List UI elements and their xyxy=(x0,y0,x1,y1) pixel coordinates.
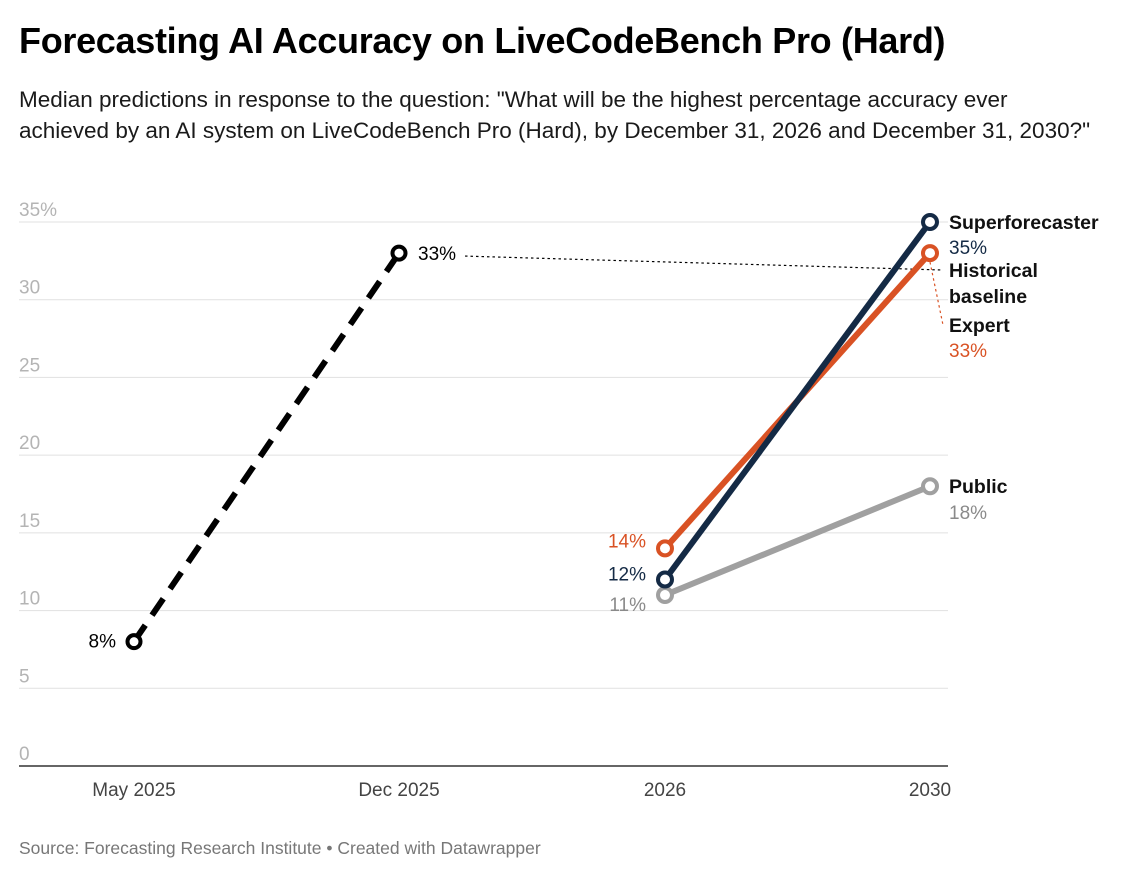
data-point xyxy=(656,570,674,589)
y-axis: 0 5 10 15 20 25 30 35% xyxy=(19,200,57,765)
y-tick-label: 10 xyxy=(19,589,40,610)
historical-baseline-leader xyxy=(464,255,943,271)
gridlines xyxy=(19,221,948,689)
series-name-label: baseline xyxy=(949,286,1027,308)
series-end-value: 35% xyxy=(949,238,987,259)
series-end-value: 33% xyxy=(949,341,987,362)
data-label: 14% xyxy=(608,531,646,552)
y-tick-label: 15 xyxy=(19,511,40,532)
chart-subtitle: Median predictions in response to the qu… xyxy=(19,87,1091,143)
data-label: 33% xyxy=(418,244,456,265)
data-point xyxy=(921,477,939,496)
data-label: 8% xyxy=(89,632,117,653)
data-point xyxy=(921,213,939,231)
data-point xyxy=(125,633,143,651)
series-name-label: Superforecaster xyxy=(949,212,1099,234)
series-lines xyxy=(125,213,944,651)
series-name-label: Historical xyxy=(949,260,1038,282)
data-point xyxy=(656,539,674,558)
series-line-historical-baseline xyxy=(131,251,402,644)
expert-leader xyxy=(929,261,944,326)
data-point xyxy=(656,586,674,605)
data-labels: 8% 33% 14% 12% 11% Superforecaster 35%Historic… xyxy=(89,212,1099,653)
x-tick-label: 2026 xyxy=(644,780,686,801)
y-tick-label: 35% xyxy=(19,200,57,221)
data-label: 12% xyxy=(608,564,646,585)
x-axis: May 2025 Dec 2025 2026 2030 xyxy=(19,765,951,801)
series-line-superforecaster xyxy=(662,220,933,582)
x-tick-label: May 2025 xyxy=(92,780,175,801)
x-tick-label: 2030 xyxy=(909,780,951,801)
y-tick-label: 20 xyxy=(19,433,40,454)
data-point xyxy=(390,244,408,262)
y-tick-label: 5 xyxy=(19,666,30,687)
series-name-label: Public xyxy=(949,476,1008,498)
y-tick-label: 25 xyxy=(19,355,40,376)
data-label: 11% xyxy=(609,595,646,616)
series-name-label: Expert xyxy=(949,315,1010,337)
chart-title: Forecasting AI Accuracy on LiveCodeBench… xyxy=(19,20,946,61)
series-line-public xyxy=(663,483,932,598)
data-point xyxy=(921,244,939,263)
y-tick-label: 30 xyxy=(19,278,40,299)
y-tick-label: 0 xyxy=(19,744,30,765)
x-tick-label: Dec 2025 xyxy=(358,780,439,801)
series-end-value: 18% xyxy=(949,503,987,524)
source-note: Source: Forecasting Research Institute •… xyxy=(19,838,541,858)
